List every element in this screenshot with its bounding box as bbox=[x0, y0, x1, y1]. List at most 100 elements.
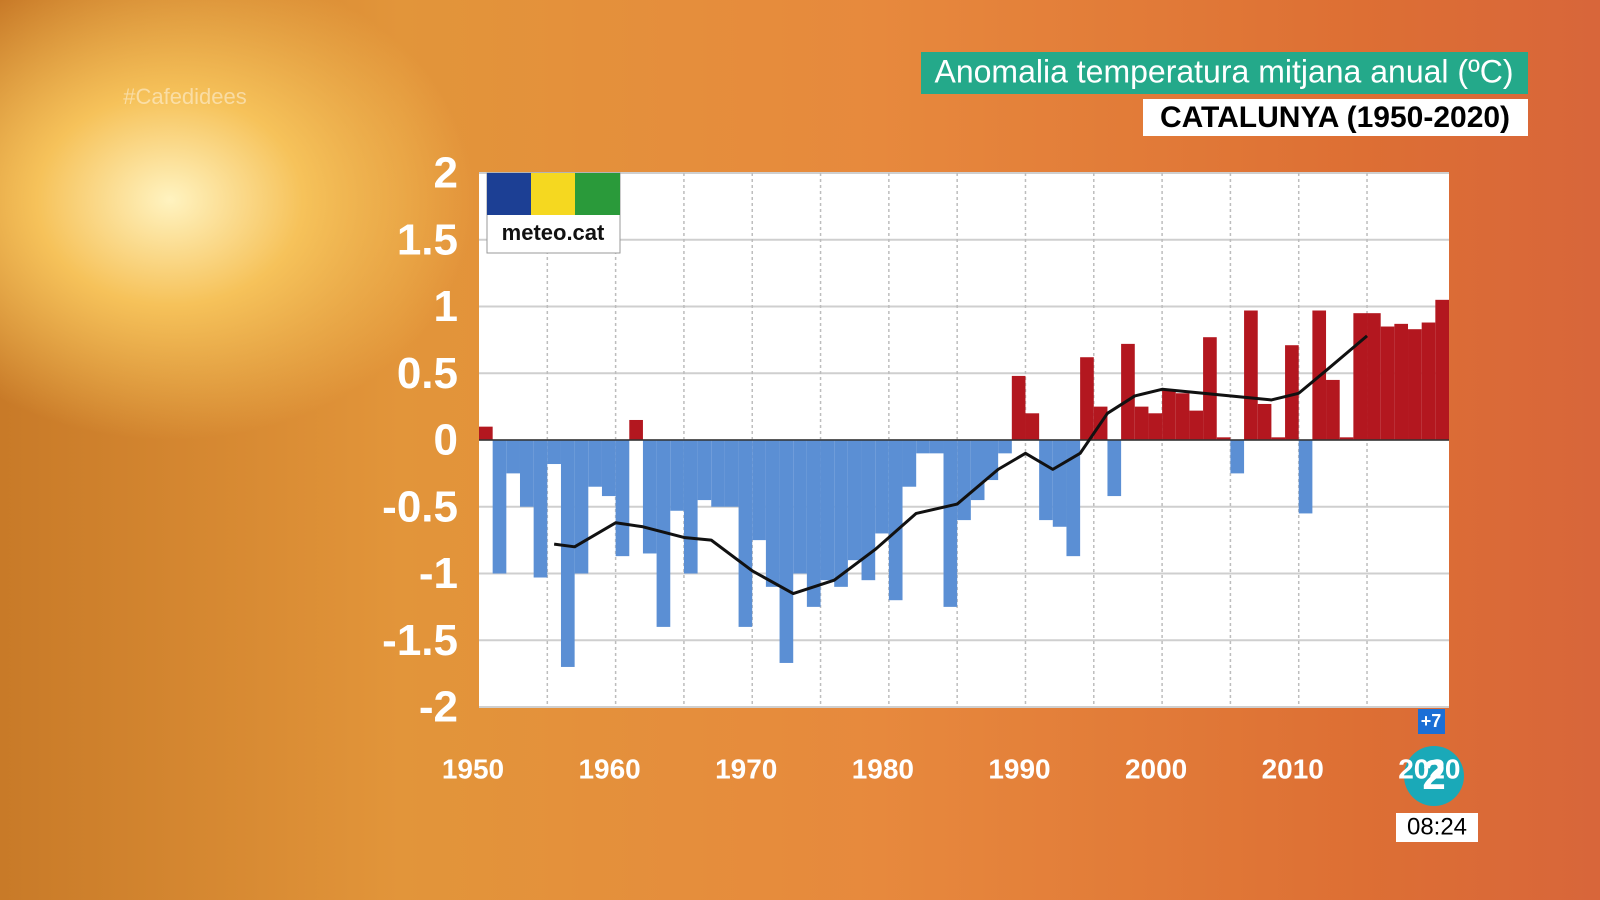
bar bbox=[724, 440, 739, 507]
bar bbox=[861, 440, 876, 581]
x-tick-label: 2020 bbox=[1398, 753, 1460, 784]
bar bbox=[1380, 326, 1395, 440]
bar bbox=[1285, 345, 1299, 440]
y-tick-label: -2 bbox=[419, 683, 458, 732]
bar bbox=[711, 440, 725, 507]
bar bbox=[615, 440, 630, 557]
bar bbox=[820, 440, 835, 581]
bar bbox=[683, 440, 698, 574]
bar bbox=[1353, 313, 1368, 440]
y-tick-label: 1 bbox=[434, 282, 458, 331]
bar bbox=[642, 440, 657, 554]
bar bbox=[1421, 322, 1436, 440]
bar bbox=[1339, 437, 1354, 440]
bar bbox=[793, 440, 807, 574]
trend-line bbox=[553, 334, 1368, 596]
x-tick-label: 1970 bbox=[715, 753, 777, 784]
bar bbox=[533, 440, 548, 578]
subtitle-box bbox=[1143, 99, 1528, 136]
badge-box bbox=[1418, 709, 1445, 734]
bar bbox=[1148, 413, 1163, 440]
bar bbox=[1052, 440, 1067, 527]
y-tick-label: 0 bbox=[434, 416, 458, 465]
bar bbox=[834, 440, 848, 587]
bar bbox=[1039, 440, 1053, 521]
bar bbox=[765, 440, 780, 587]
logo-text: meteo.cat bbox=[502, 220, 605, 245]
source-logo: meteo.cat bbox=[486, 172, 621, 254]
badge: +7 bbox=[1421, 711, 1442, 731]
hashtag: #Cafedidees bbox=[123, 84, 247, 109]
y-tick-label: -0.5 bbox=[382, 482, 458, 531]
bar bbox=[506, 440, 520, 474]
bar bbox=[1216, 437, 1231, 440]
clock: 08:24 bbox=[1407, 813, 1467, 840]
bar bbox=[697, 440, 712, 501]
x-tick-label: 2000 bbox=[1125, 753, 1187, 784]
bar bbox=[1025, 413, 1040, 440]
bar bbox=[929, 440, 944, 454]
bar bbox=[479, 426, 493, 440]
bar bbox=[1435, 299, 1449, 440]
bar bbox=[547, 440, 561, 465]
bar bbox=[492, 440, 507, 574]
bar bbox=[752, 440, 766, 541]
logo-tile bbox=[531, 173, 575, 215]
bar bbox=[1107, 440, 1122, 497]
bar bbox=[601, 440, 616, 497]
logo-tile bbox=[487, 173, 531, 215]
y-tick-label: -1.5 bbox=[382, 616, 458, 665]
bar bbox=[998, 440, 1012, 454]
x-tick-label: 1990 bbox=[988, 753, 1050, 784]
bar bbox=[1066, 440, 1081, 557]
bar bbox=[847, 440, 862, 561]
bar bbox=[1189, 410, 1204, 440]
bar bbox=[984, 440, 999, 481]
bar bbox=[1271, 437, 1286, 440]
x-tick-label: 1980 bbox=[852, 753, 914, 784]
bar bbox=[1203, 337, 1217, 440]
bar bbox=[888, 440, 903, 601]
bar bbox=[1080, 357, 1094, 440]
bar bbox=[875, 440, 889, 534]
bar bbox=[1326, 379, 1340, 440]
bar bbox=[1134, 406, 1149, 440]
bar bbox=[1298, 440, 1313, 514]
bar bbox=[1162, 390, 1176, 440]
bar bbox=[738, 440, 753, 627]
bar bbox=[629, 419, 643, 440]
bar bbox=[588, 440, 602, 487]
bar bbox=[806, 440, 821, 607]
bar bbox=[957, 440, 971, 521]
bar bbox=[943, 440, 958, 607]
x-tick-label: 1960 bbox=[578, 753, 640, 784]
bar bbox=[779, 440, 794, 663]
y-tick-label: 1.5 bbox=[397, 215, 458, 264]
bar bbox=[1011, 375, 1026, 440]
bar bbox=[1394, 323, 1409, 440]
bar bbox=[1408, 329, 1422, 440]
x-tick-label: 1950 bbox=[442, 753, 504, 784]
clock-box bbox=[1396, 813, 1478, 842]
x-tick-label: 2010 bbox=[1262, 753, 1324, 784]
bar bbox=[902, 440, 917, 487]
chart-subtitle: CATALUNYA (1950-2020) bbox=[1160, 101, 1510, 134]
logo-tile bbox=[575, 173, 620, 215]
bar bbox=[1175, 393, 1190, 440]
y-tick-label: 2 bbox=[434, 149, 458, 198]
bar bbox=[670, 440, 684, 511]
bar bbox=[560, 440, 575, 667]
channel: 2 bbox=[1422, 751, 1445, 798]
y-tick-label: -1 bbox=[419, 549, 458, 598]
bar bbox=[1257, 403, 1272, 440]
title-box bbox=[921, 52, 1528, 94]
bar bbox=[1230, 440, 1245, 474]
bar bbox=[916, 440, 930, 454]
bar bbox=[574, 440, 589, 574]
chart-title: Anomalia temperatura mitjana anual (ºC) bbox=[934, 53, 1513, 89]
bar bbox=[519, 440, 534, 507]
bar bbox=[1367, 313, 1381, 440]
y-tick-label: 0.5 bbox=[397, 349, 458, 398]
